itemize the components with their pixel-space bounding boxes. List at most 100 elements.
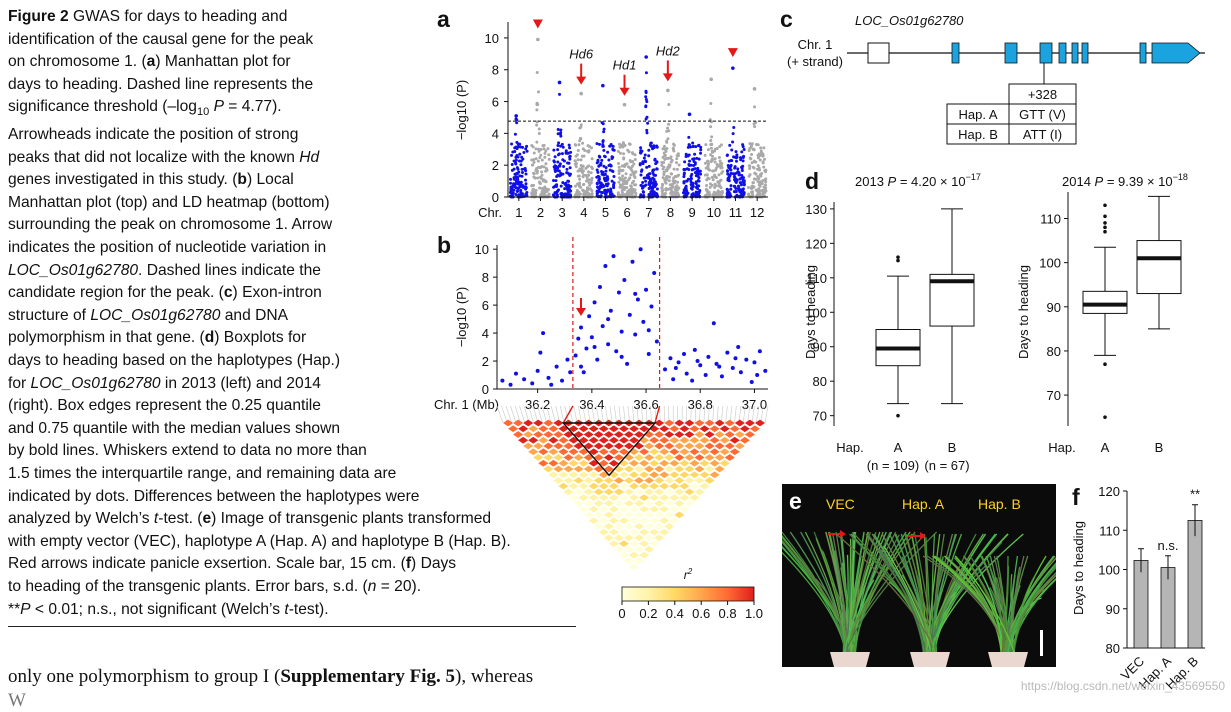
data-point bbox=[561, 158, 564, 161]
ld-cell bbox=[715, 431, 725, 438]
data-point bbox=[620, 144, 623, 147]
data-point bbox=[641, 320, 645, 324]
data-point bbox=[665, 150, 668, 153]
ld-cell bbox=[609, 517, 619, 524]
data-point bbox=[621, 165, 624, 168]
data-point bbox=[661, 186, 664, 189]
boxplot-title: 2014 P = 9.39 × 10−18 bbox=[1062, 172, 1188, 189]
tick-label-a-y: 0 bbox=[492, 190, 499, 205]
ld-cell bbox=[674, 477, 684, 484]
data-point bbox=[581, 142, 584, 145]
data-point bbox=[675, 161, 678, 164]
data-point bbox=[645, 131, 648, 134]
data-point bbox=[598, 187, 601, 190]
tick-label-b-y: 8 bbox=[482, 270, 489, 285]
ld-cell bbox=[639, 517, 649, 524]
ld-cell bbox=[705, 443, 715, 450]
peak-point bbox=[536, 38, 540, 42]
data-point bbox=[732, 126, 735, 129]
ld-cell bbox=[649, 448, 659, 455]
ld-cell bbox=[654, 431, 664, 438]
ld-cell bbox=[654, 477, 664, 484]
data-point bbox=[647, 352, 651, 356]
box bbox=[1137, 241, 1181, 294]
table-cell-text: +328 bbox=[1028, 87, 1057, 102]
data-point bbox=[755, 373, 759, 377]
data-point bbox=[546, 169, 549, 172]
data-point bbox=[640, 170, 643, 173]
data-point bbox=[602, 130, 605, 133]
data-point bbox=[647, 149, 650, 152]
peak-point bbox=[688, 112, 692, 116]
panel-label-b: b bbox=[437, 232, 451, 259]
data-point bbox=[651, 147, 654, 150]
data-point bbox=[738, 177, 741, 180]
data-point bbox=[612, 195, 615, 198]
data-point bbox=[731, 366, 735, 370]
data-point bbox=[557, 128, 560, 131]
data-point bbox=[598, 156, 601, 159]
ld-cell bbox=[619, 425, 629, 432]
data-point bbox=[753, 172, 756, 175]
data-point bbox=[709, 182, 712, 185]
data-point bbox=[685, 372, 689, 376]
tick-label-a-x: 8 bbox=[667, 205, 674, 220]
ld-cell bbox=[669, 471, 679, 478]
tick-label-a-x: 1 bbox=[515, 205, 522, 220]
ld-cell bbox=[664, 523, 674, 530]
ld-cell bbox=[679, 506, 689, 513]
data-point bbox=[644, 180, 647, 183]
bar bbox=[1134, 560, 1148, 648]
data-point bbox=[532, 191, 535, 194]
data-point bbox=[519, 182, 522, 185]
data-point bbox=[634, 153, 637, 156]
ld-cell bbox=[659, 517, 669, 524]
data-point bbox=[634, 170, 637, 173]
ld-cell bbox=[634, 535, 644, 542]
ld-cell bbox=[553, 477, 563, 484]
data-point bbox=[561, 143, 564, 146]
data-point bbox=[629, 184, 632, 187]
ld-cell bbox=[594, 477, 604, 484]
tick-label-d-y: 90 bbox=[1047, 300, 1061, 315]
boxplot-title-part: 2014 bbox=[1062, 174, 1095, 189]
data-point bbox=[726, 170, 729, 173]
outlier-point bbox=[1103, 230, 1107, 234]
ld-cell bbox=[619, 517, 629, 524]
ld-cell bbox=[599, 425, 609, 432]
data-point bbox=[510, 154, 513, 157]
ld-cell bbox=[674, 500, 684, 507]
table-cell-text: ATT (I) bbox=[1023, 127, 1062, 142]
ld-cell bbox=[563, 454, 573, 461]
data-point bbox=[674, 180, 677, 183]
data-point bbox=[643, 184, 646, 187]
data-point bbox=[671, 186, 674, 189]
data-point bbox=[711, 159, 714, 162]
tick-label-a-x: 9 bbox=[689, 205, 696, 220]
data-point bbox=[653, 185, 656, 188]
tick-label-a-x: 4 bbox=[580, 205, 587, 220]
ld-cell bbox=[619, 471, 629, 478]
ld-cell bbox=[563, 466, 573, 473]
data-point bbox=[538, 187, 541, 190]
data-point bbox=[541, 331, 545, 335]
data-point bbox=[644, 95, 647, 98]
data-point bbox=[652, 178, 655, 181]
data-point bbox=[516, 168, 519, 171]
transgenic-plants-photo: e VEC Hap. A Hap. B bbox=[782, 484, 1056, 667]
data-point bbox=[515, 172, 518, 175]
data-point bbox=[661, 190, 664, 193]
data-point bbox=[553, 167, 556, 170]
ld-cell bbox=[700, 471, 710, 478]
data-point bbox=[558, 174, 561, 177]
data-point bbox=[725, 351, 729, 355]
data-point bbox=[674, 366, 678, 370]
data-point bbox=[574, 159, 577, 162]
data-point bbox=[568, 174, 571, 177]
ld-cell bbox=[725, 431, 735, 438]
data-point bbox=[565, 171, 568, 174]
data-point bbox=[509, 178, 512, 181]
data-point bbox=[730, 159, 733, 162]
data-point bbox=[584, 346, 588, 350]
data-point bbox=[764, 180, 767, 183]
